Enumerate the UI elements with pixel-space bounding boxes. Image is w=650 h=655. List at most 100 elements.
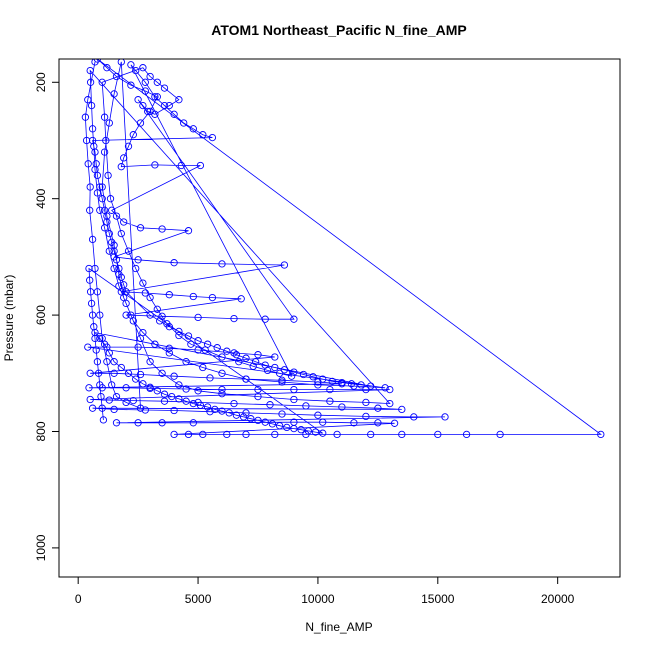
data-point: [96, 206, 104, 214]
data-point: [112, 72, 121, 81]
data-point: [410, 413, 418, 421]
data-point: [398, 405, 406, 414]
data-point: [153, 305, 161, 313]
y-tick-label: 400: [34, 188, 48, 208]
data-point: [271, 430, 279, 439]
data-point: [165, 323, 173, 331]
data-point: [462, 430, 471, 439]
data-point: [170, 372, 178, 380]
data-point: [275, 369, 284, 377]
data-point: [170, 406, 178, 415]
data-point: [367, 382, 375, 390]
data-point: [319, 375, 327, 383]
data-point: [86, 183, 94, 191]
data-point: [180, 119, 188, 127]
data-point: [146, 383, 154, 391]
data-point: [127, 81, 135, 89]
data-point: [326, 397, 334, 405]
data-point: [218, 390, 226, 398]
data-point: [85, 264, 93, 273]
data-point: [266, 401, 274, 409]
data-point: [218, 260, 226, 268]
data-point: [280, 366, 289, 374]
data-point: [158, 369, 166, 377]
data-point: [127, 61, 135, 69]
data-point: [194, 313, 202, 322]
y-tick-label: 600: [34, 305, 48, 325]
data-point: [136, 370, 145, 379]
data-point: [86, 395, 94, 404]
data-point: [158, 312, 166, 320]
data-point: [170, 259, 178, 267]
data-point: [90, 323, 98, 331]
data-point: [94, 369, 103, 377]
data-point: [153, 387, 161, 395]
data-point: [297, 426, 305, 434]
data-point: [203, 340, 212, 348]
data-point: [271, 363, 279, 372]
data-point: [278, 410, 286, 418]
data-point: [110, 358, 118, 366]
data-point: [208, 133, 217, 142]
data-point: [100, 113, 109, 121]
data-point: [151, 161, 159, 169]
data-point: [134, 419, 142, 427]
data-point: [338, 378, 346, 387]
data-point: [117, 59, 125, 66]
data-point: [88, 404, 97, 412]
data-point: [218, 407, 226, 415]
data-point: [136, 224, 145, 232]
data-point: [108, 238, 116, 246]
data-point: [81, 113, 90, 121]
x-axis-label: N_fine_AMP: [305, 620, 372, 634]
data-point: [287, 372, 296, 380]
data-point: [108, 381, 116, 389]
data-point: [249, 362, 257, 370]
data-point: [218, 353, 226, 361]
data-point: [311, 428, 320, 436]
data-point: [106, 195, 115, 203]
data-point: [88, 311, 97, 319]
data-point: [441, 413, 449, 421]
data-point: [247, 415, 255, 423]
x-axis: 0 5000 10000 15000 20000: [75, 576, 575, 606]
data-point: [100, 206, 109, 214]
data-point: [170, 430, 178, 439]
data-point: [151, 340, 159, 348]
data-point: [87, 299, 96, 308]
data-point: [120, 218, 128, 226]
data-point: [103, 358, 111, 366]
data-point: [124, 247, 133, 255]
data-point: [110, 264, 118, 273]
data-point: [350, 419, 358, 427]
data-point: [218, 369, 226, 377]
data-point: [160, 397, 169, 405]
data-point: [314, 411, 322, 419]
data-point: [96, 381, 104, 389]
data-point: [96, 183, 104, 191]
data-point: [117, 273, 125, 281]
data-point: [117, 163, 125, 171]
data-point: [115, 264, 123, 273]
data-point: [362, 412, 370, 421]
y-axis-label: Pressure (mbar): [2, 275, 16, 362]
data-point: [175, 96, 183, 104]
data-point: [218, 385, 226, 394]
data-point: [434, 430, 442, 439]
data-point: [141, 406, 149, 414]
data-point: [134, 96, 142, 104]
data-point: [398, 430, 406, 439]
data-point: [199, 131, 207, 139]
data-point: [314, 381, 322, 389]
data-point: [91, 334, 99, 343]
data-point: [112, 256, 121, 264]
data-point: [105, 119, 113, 127]
data-point: [105, 349, 113, 357]
data-point: [136, 119, 145, 127]
data-point: [177, 161, 185, 170]
x-tick-label: 5000: [185, 592, 212, 606]
y-tick-label: 1000: [34, 534, 48, 561]
data-point: [261, 418, 269, 426]
data-point: [225, 409, 233, 417]
